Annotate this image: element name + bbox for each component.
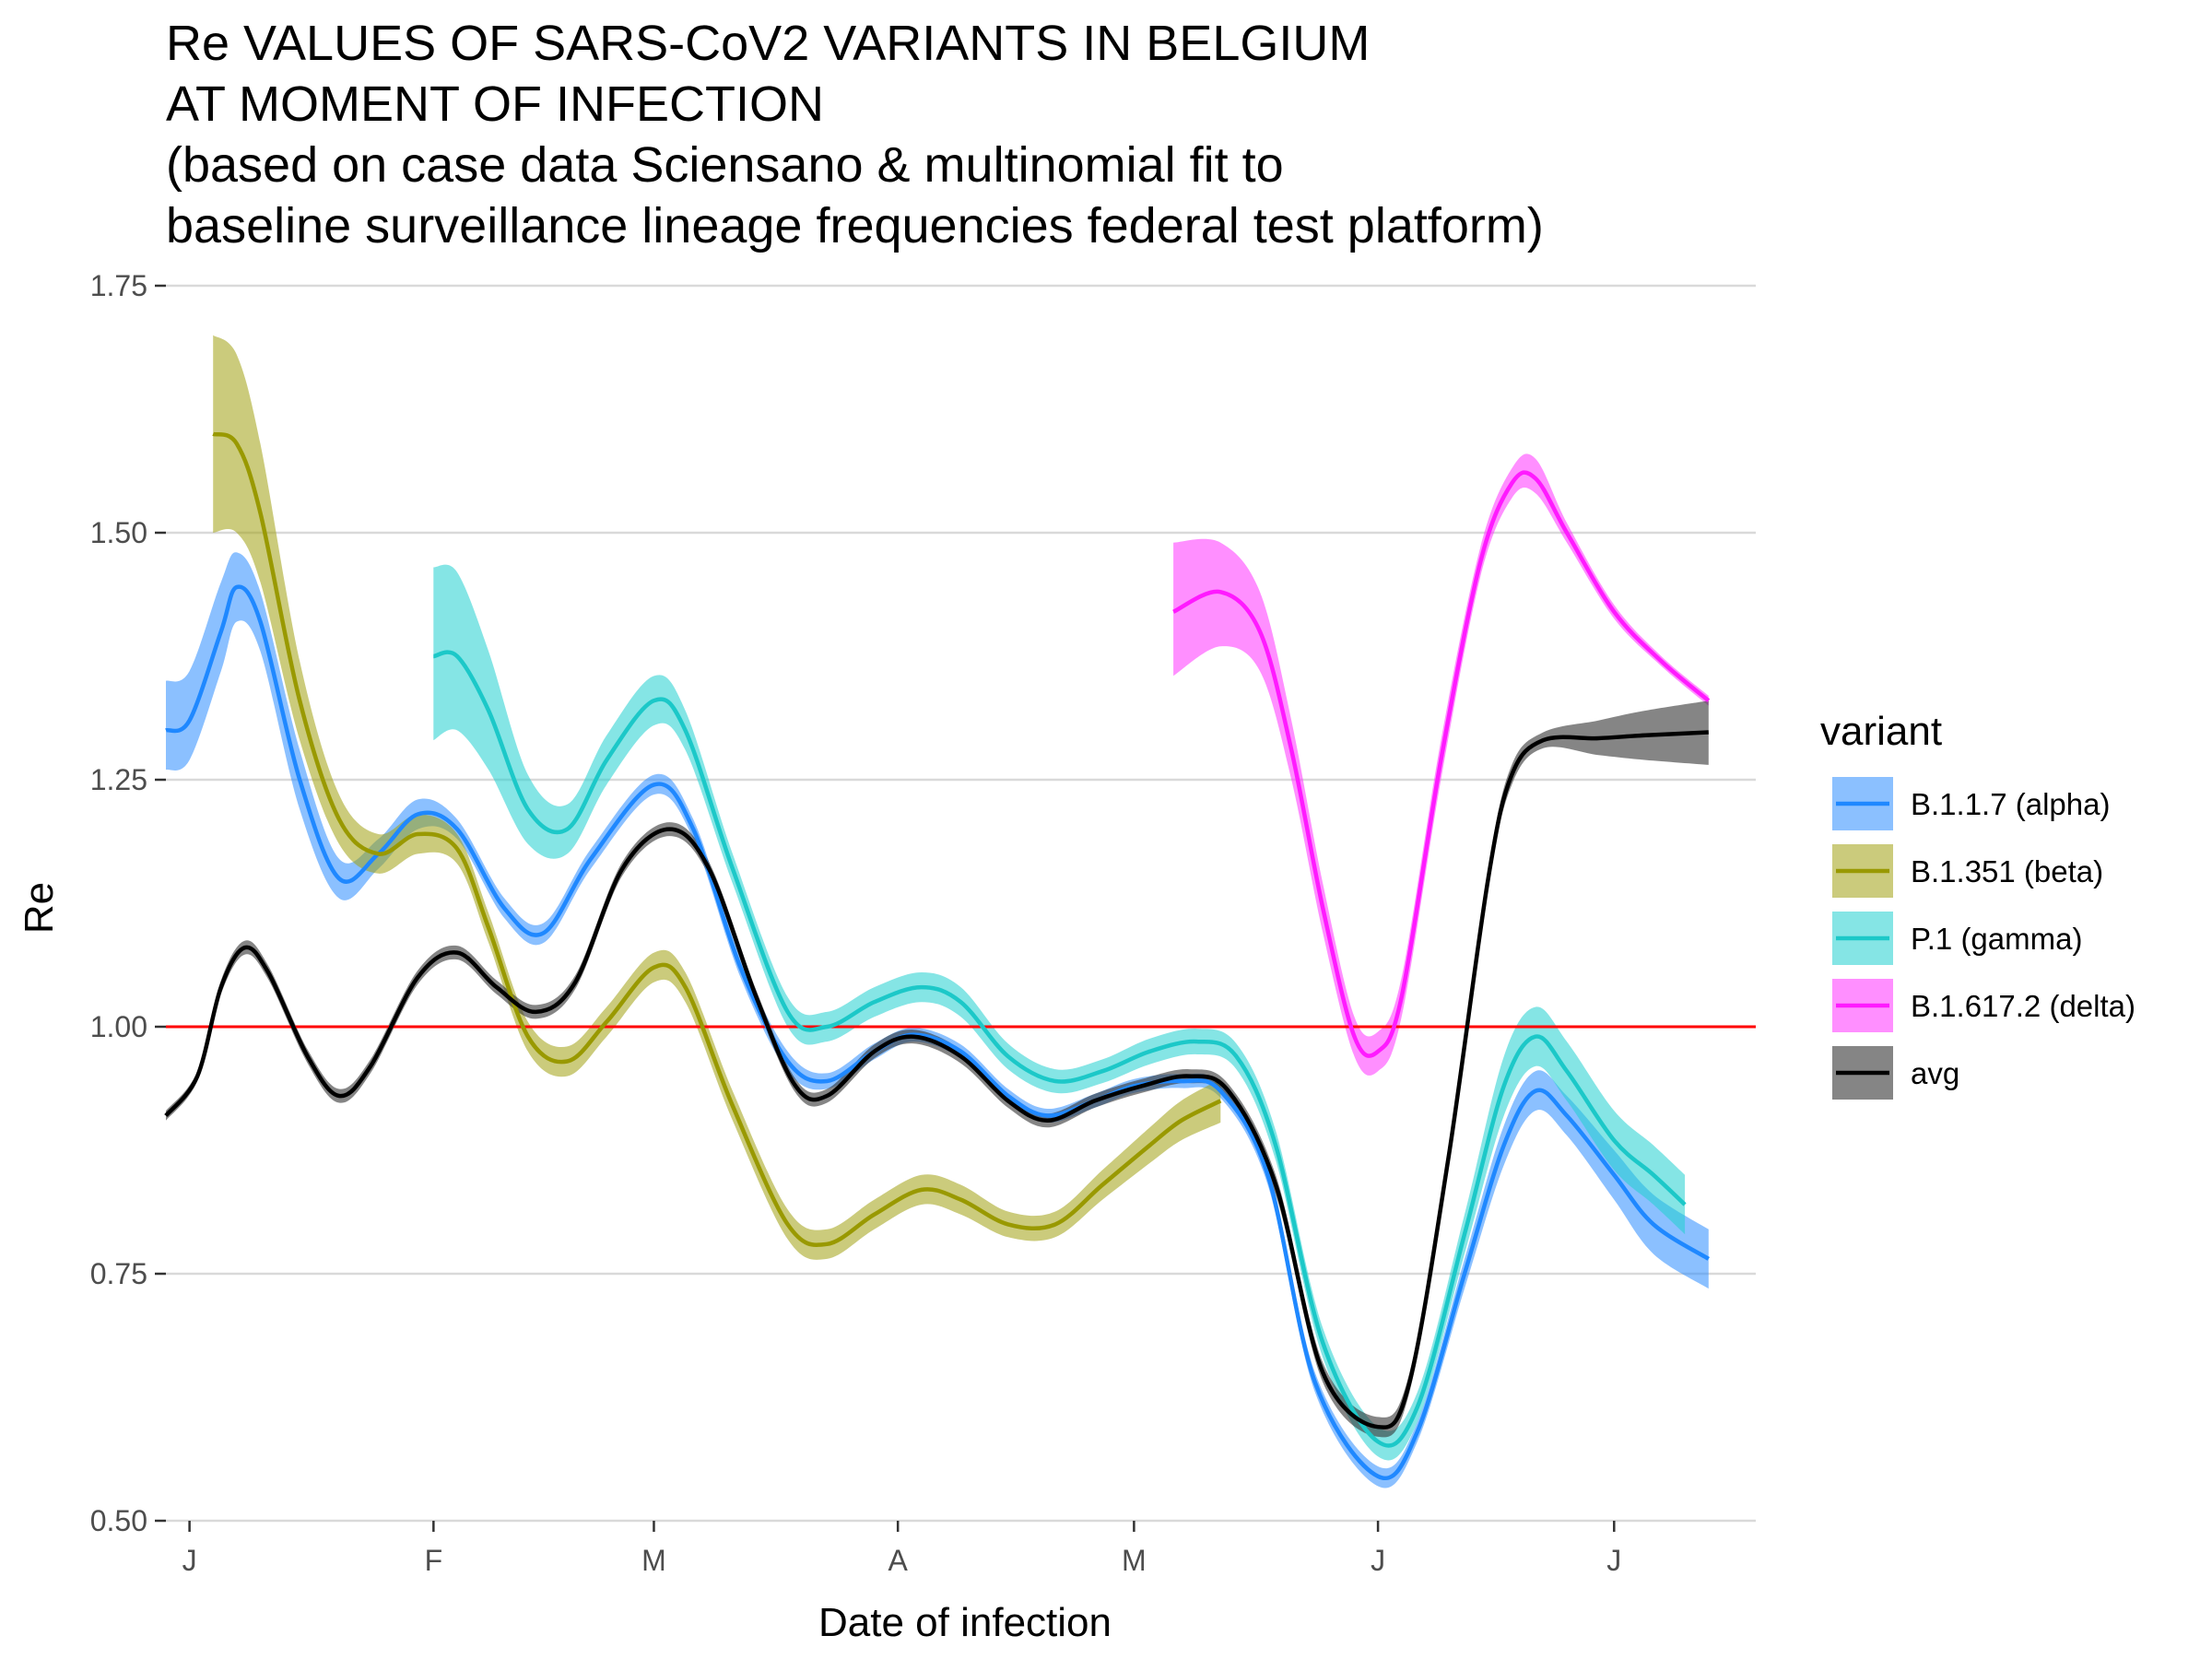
legend-label: P.1 (gamma) <box>1911 922 2082 956</box>
confidence-ribbons <box>166 335 1709 1488</box>
line-p-1-gamma- <box>432 650 1687 1448</box>
y-tick-label: 1.75 <box>90 269 147 302</box>
chart-title-line-4: baseline surveillance lineage frequencie… <box>166 198 1544 253</box>
chart-title-line-1: Re VALUES OF SARS-CoV2 VARIANTS IN BELGI… <box>166 16 1371 71</box>
x-tick-label: A <box>888 1544 909 1577</box>
x-tick-label: J <box>1371 1544 1385 1577</box>
y-tick-label: 1.50 <box>90 516 147 549</box>
ribbon-b-1-351-beta- <box>213 335 1221 1260</box>
x-tick-label: J <box>182 1544 197 1577</box>
y-tick-label: 1.00 <box>90 1010 147 1043</box>
series-lines <box>164 431 1711 1480</box>
legend-label: B.1.1.7 (alpha) <box>1911 787 2110 821</box>
x-tick-label: F <box>425 1544 443 1577</box>
chart-title: Re VALUES OF SARS-CoV2 VARIANTS IN BELGI… <box>166 13 1544 256</box>
y-tick-label: 0.75 <box>90 1257 147 1290</box>
axes: 0.50 0.75 1.00 1.25 1.50 1.75 J F M A M J J <box>90 269 1622 1577</box>
x-axis-title: Date of infection <box>818 1600 1112 1645</box>
x-tick-label: M <box>1122 1544 1147 1577</box>
legend: variant B.1.1.7 (alpha) B.1.351 (beta) P.1… <box>1820 709 2136 1100</box>
x-tick-label: J <box>1606 1544 1621 1577</box>
legend-label: B.1.617.2 (delta) <box>1911 989 2136 1023</box>
line-avg <box>164 730 1709 1430</box>
y-axis-title: Re <box>17 882 62 934</box>
legend-title: variant <box>1820 709 1942 754</box>
legend-label: B.1.351 (beta) <box>1911 854 2103 888</box>
line-b-1-351-beta- <box>212 431 1222 1247</box>
y-tick-label: 1.25 <box>90 763 147 796</box>
chart-title-line-3: (based on case data Sciensano & multinom… <box>166 137 1284 193</box>
x-tick-label: M <box>641 1544 666 1577</box>
line-b-1-1-7-alpha- <box>165 584 1710 1480</box>
legend-label: avg <box>1911 1056 1959 1090</box>
chart-title-line-2: AT MOMENT OF INFECTION <box>166 76 824 132</box>
line-b-1-617-2-delta- <box>1172 470 1711 1058</box>
y-tick-label: 0.50 <box>90 1504 147 1537</box>
ribbon-avg <box>166 700 1709 1438</box>
